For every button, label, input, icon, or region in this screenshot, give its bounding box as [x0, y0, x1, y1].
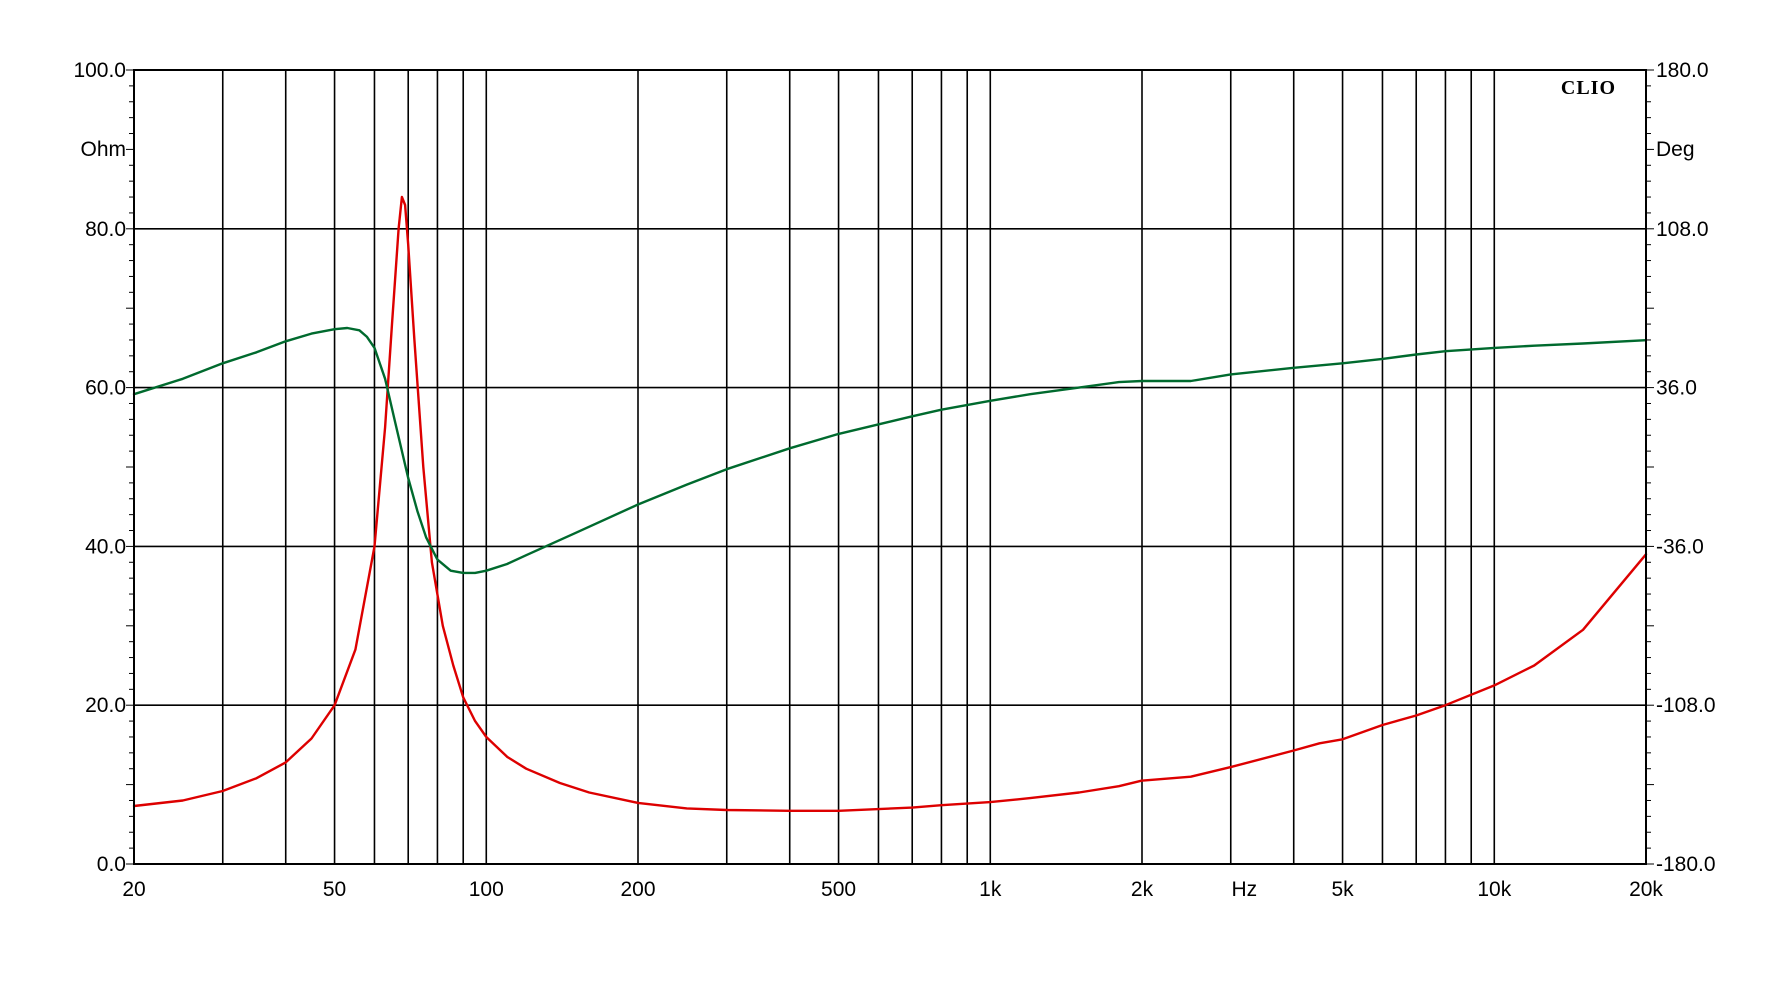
left-y-tick-label: 20.0: [85, 694, 126, 717]
x-tick-label: 100: [469, 878, 504, 901]
right-y-tick-label: -108.0: [1656, 694, 1716, 717]
left-y-tick-label: 0.0: [97, 853, 126, 876]
impedance-series-line: [132, 195, 1648, 812]
left-y-tick-label: 100.0: [73, 59, 126, 82]
right-y-tick-label: 180.0: [1656, 59, 1709, 82]
left-y-tick-label: 60.0: [85, 377, 126, 400]
right-y-tick-label: 108.0: [1656, 218, 1709, 241]
x-tick-label: 200: [620, 878, 655, 901]
x-tick-label: 20k: [1629, 878, 1663, 901]
brand-label: CLIO: [1561, 77, 1616, 99]
right-axis-unit-label: Deg: [1656, 138, 1695, 161]
right-y-tick-label: -180.0: [1656, 853, 1716, 876]
phase-series-line: [132, 326, 1648, 575]
right-y-tick-label: 36.0: [1656, 377, 1697, 400]
left-y-tick-label: 80.0: [85, 218, 126, 241]
tick-labels: 20 50 100 200 500 1k 2k 5k 10k 20k 0.0 20.0 40.0 60.0…: [73, 59, 1715, 901]
x-axis-unit-label: Hz: [1231, 878, 1257, 901]
x-tick-label: 1k: [979, 878, 1002, 901]
x-tick-label: 50: [323, 878, 346, 901]
left-y-tick-label: 40.0: [85, 535, 126, 558]
left-axis-unit-label: Ohm: [80, 138, 126, 161]
plot-frame: [133, 69, 1647, 865]
right-y-tick-label: -36.0: [1656, 535, 1704, 558]
x-tick-label: 10k: [1477, 878, 1511, 901]
x-tick-label: 5k: [1331, 878, 1354, 901]
series-layer: [132, 195, 1648, 812]
x-tick-label: 20: [122, 878, 145, 901]
x-tick-label: 500: [821, 878, 856, 901]
x-tick-label: 2k: [1131, 878, 1154, 901]
grid: [126, 69, 1654, 865]
